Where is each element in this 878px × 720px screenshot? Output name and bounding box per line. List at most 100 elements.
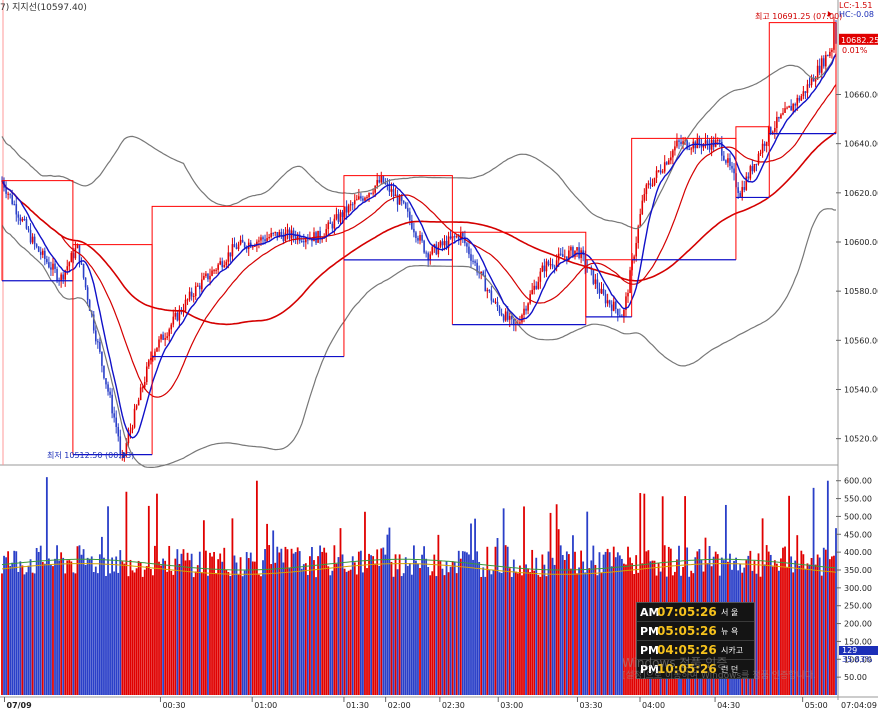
candle-body xyxy=(778,116,780,119)
candlestick xyxy=(345,200,348,220)
volume-bar xyxy=(84,565,87,695)
volume-bar xyxy=(70,561,73,695)
volume-bar xyxy=(237,574,240,695)
candlestick xyxy=(686,139,688,151)
volume-bar xyxy=(604,551,607,695)
candle-body xyxy=(792,103,794,111)
candlestick xyxy=(617,308,619,322)
volume-bar xyxy=(323,547,326,695)
candle-body xyxy=(39,251,42,255)
volume-tick-label: 100.00 xyxy=(844,655,872,664)
volume-bar xyxy=(129,559,132,695)
candlestick xyxy=(674,140,676,156)
candle-body xyxy=(103,365,105,379)
volume-bar xyxy=(814,564,817,695)
candle-body xyxy=(333,218,336,229)
volume-bar xyxy=(406,565,409,695)
candlestick xyxy=(606,293,609,307)
volume-bar xyxy=(531,549,534,695)
volume-bar xyxy=(266,523,268,695)
candlestick xyxy=(205,271,207,278)
candlestick xyxy=(62,271,64,284)
volume-bar xyxy=(27,565,30,695)
lc-label: LC:-1.51 xyxy=(839,1,872,10)
candlestick xyxy=(327,220,330,236)
volume-bar xyxy=(347,570,350,695)
volume-bar xyxy=(239,557,242,695)
clock-city: 런 던 xyxy=(721,664,739,674)
candlestick xyxy=(133,403,136,429)
candlestick xyxy=(394,187,397,197)
candlestick xyxy=(755,163,758,172)
volume-bar xyxy=(60,552,63,695)
candle-body xyxy=(502,315,505,321)
volume-bar xyxy=(831,556,833,695)
candlestick xyxy=(822,55,825,69)
candlestick xyxy=(286,223,289,240)
candlestick xyxy=(751,159,754,175)
candlestick xyxy=(525,305,527,315)
candle-body xyxy=(362,198,364,201)
candlestick xyxy=(492,298,495,303)
candle-body xyxy=(496,301,499,307)
volume-bar xyxy=(66,560,69,695)
volume-bar xyxy=(384,554,387,695)
volume-bar xyxy=(555,504,558,695)
volume-bar xyxy=(23,574,26,695)
volume-bar xyxy=(472,559,474,695)
candlestick xyxy=(329,217,332,224)
candlestick xyxy=(192,293,195,303)
volume-bar xyxy=(826,480,829,695)
candle-body xyxy=(207,273,209,280)
volume-bar xyxy=(255,480,258,695)
volume-bar xyxy=(661,496,664,695)
candlestick xyxy=(211,266,213,277)
candle-body xyxy=(825,55,827,67)
volume-tick-label: 600.00 xyxy=(844,477,872,486)
candle-body xyxy=(822,58,825,67)
volume-bar xyxy=(761,518,764,695)
candlestick xyxy=(441,238,444,252)
clock-row-london: PM 10:05:26 런 던 xyxy=(637,660,754,679)
candle-body xyxy=(406,208,409,212)
candle-body xyxy=(657,170,660,172)
volume-bar xyxy=(302,564,305,695)
candlestick xyxy=(300,237,303,243)
candlestick xyxy=(188,287,191,302)
volume-bar xyxy=(804,568,807,695)
candlestick xyxy=(682,137,684,150)
candlestick xyxy=(690,146,693,155)
volume-tick-label: 500.00 xyxy=(844,512,872,521)
volume-bar xyxy=(798,565,801,695)
volume-bar xyxy=(143,569,146,695)
volume-bar xyxy=(824,549,827,695)
candle-body xyxy=(492,300,495,303)
candle-body xyxy=(445,240,448,248)
candle-body xyxy=(612,301,615,311)
candlestick xyxy=(46,255,48,265)
candlestick xyxy=(176,311,179,322)
candle-body xyxy=(625,296,627,310)
candle-body xyxy=(302,241,305,243)
volume-bar xyxy=(331,570,334,695)
candle-body xyxy=(704,140,707,144)
candle-body xyxy=(188,291,191,300)
candle-body xyxy=(62,274,64,280)
volume-bar xyxy=(43,563,46,695)
candlestick xyxy=(237,241,240,252)
candle-body xyxy=(68,262,71,267)
candle-body xyxy=(92,314,95,331)
volume-bar xyxy=(502,508,505,695)
candle-body xyxy=(806,84,809,93)
candle-body xyxy=(527,303,529,311)
volume-bar xyxy=(800,550,803,695)
low-arrow xyxy=(122,452,127,458)
volume-bar xyxy=(333,545,336,695)
candlestick xyxy=(678,138,680,150)
candle-body xyxy=(268,237,270,239)
candlestick xyxy=(360,193,362,202)
volume-bar xyxy=(96,573,99,695)
volume-bar xyxy=(39,545,42,695)
volume-bar xyxy=(376,549,379,695)
clock-row-seoul: AM 07:05:26 서 울 xyxy=(637,603,754,622)
